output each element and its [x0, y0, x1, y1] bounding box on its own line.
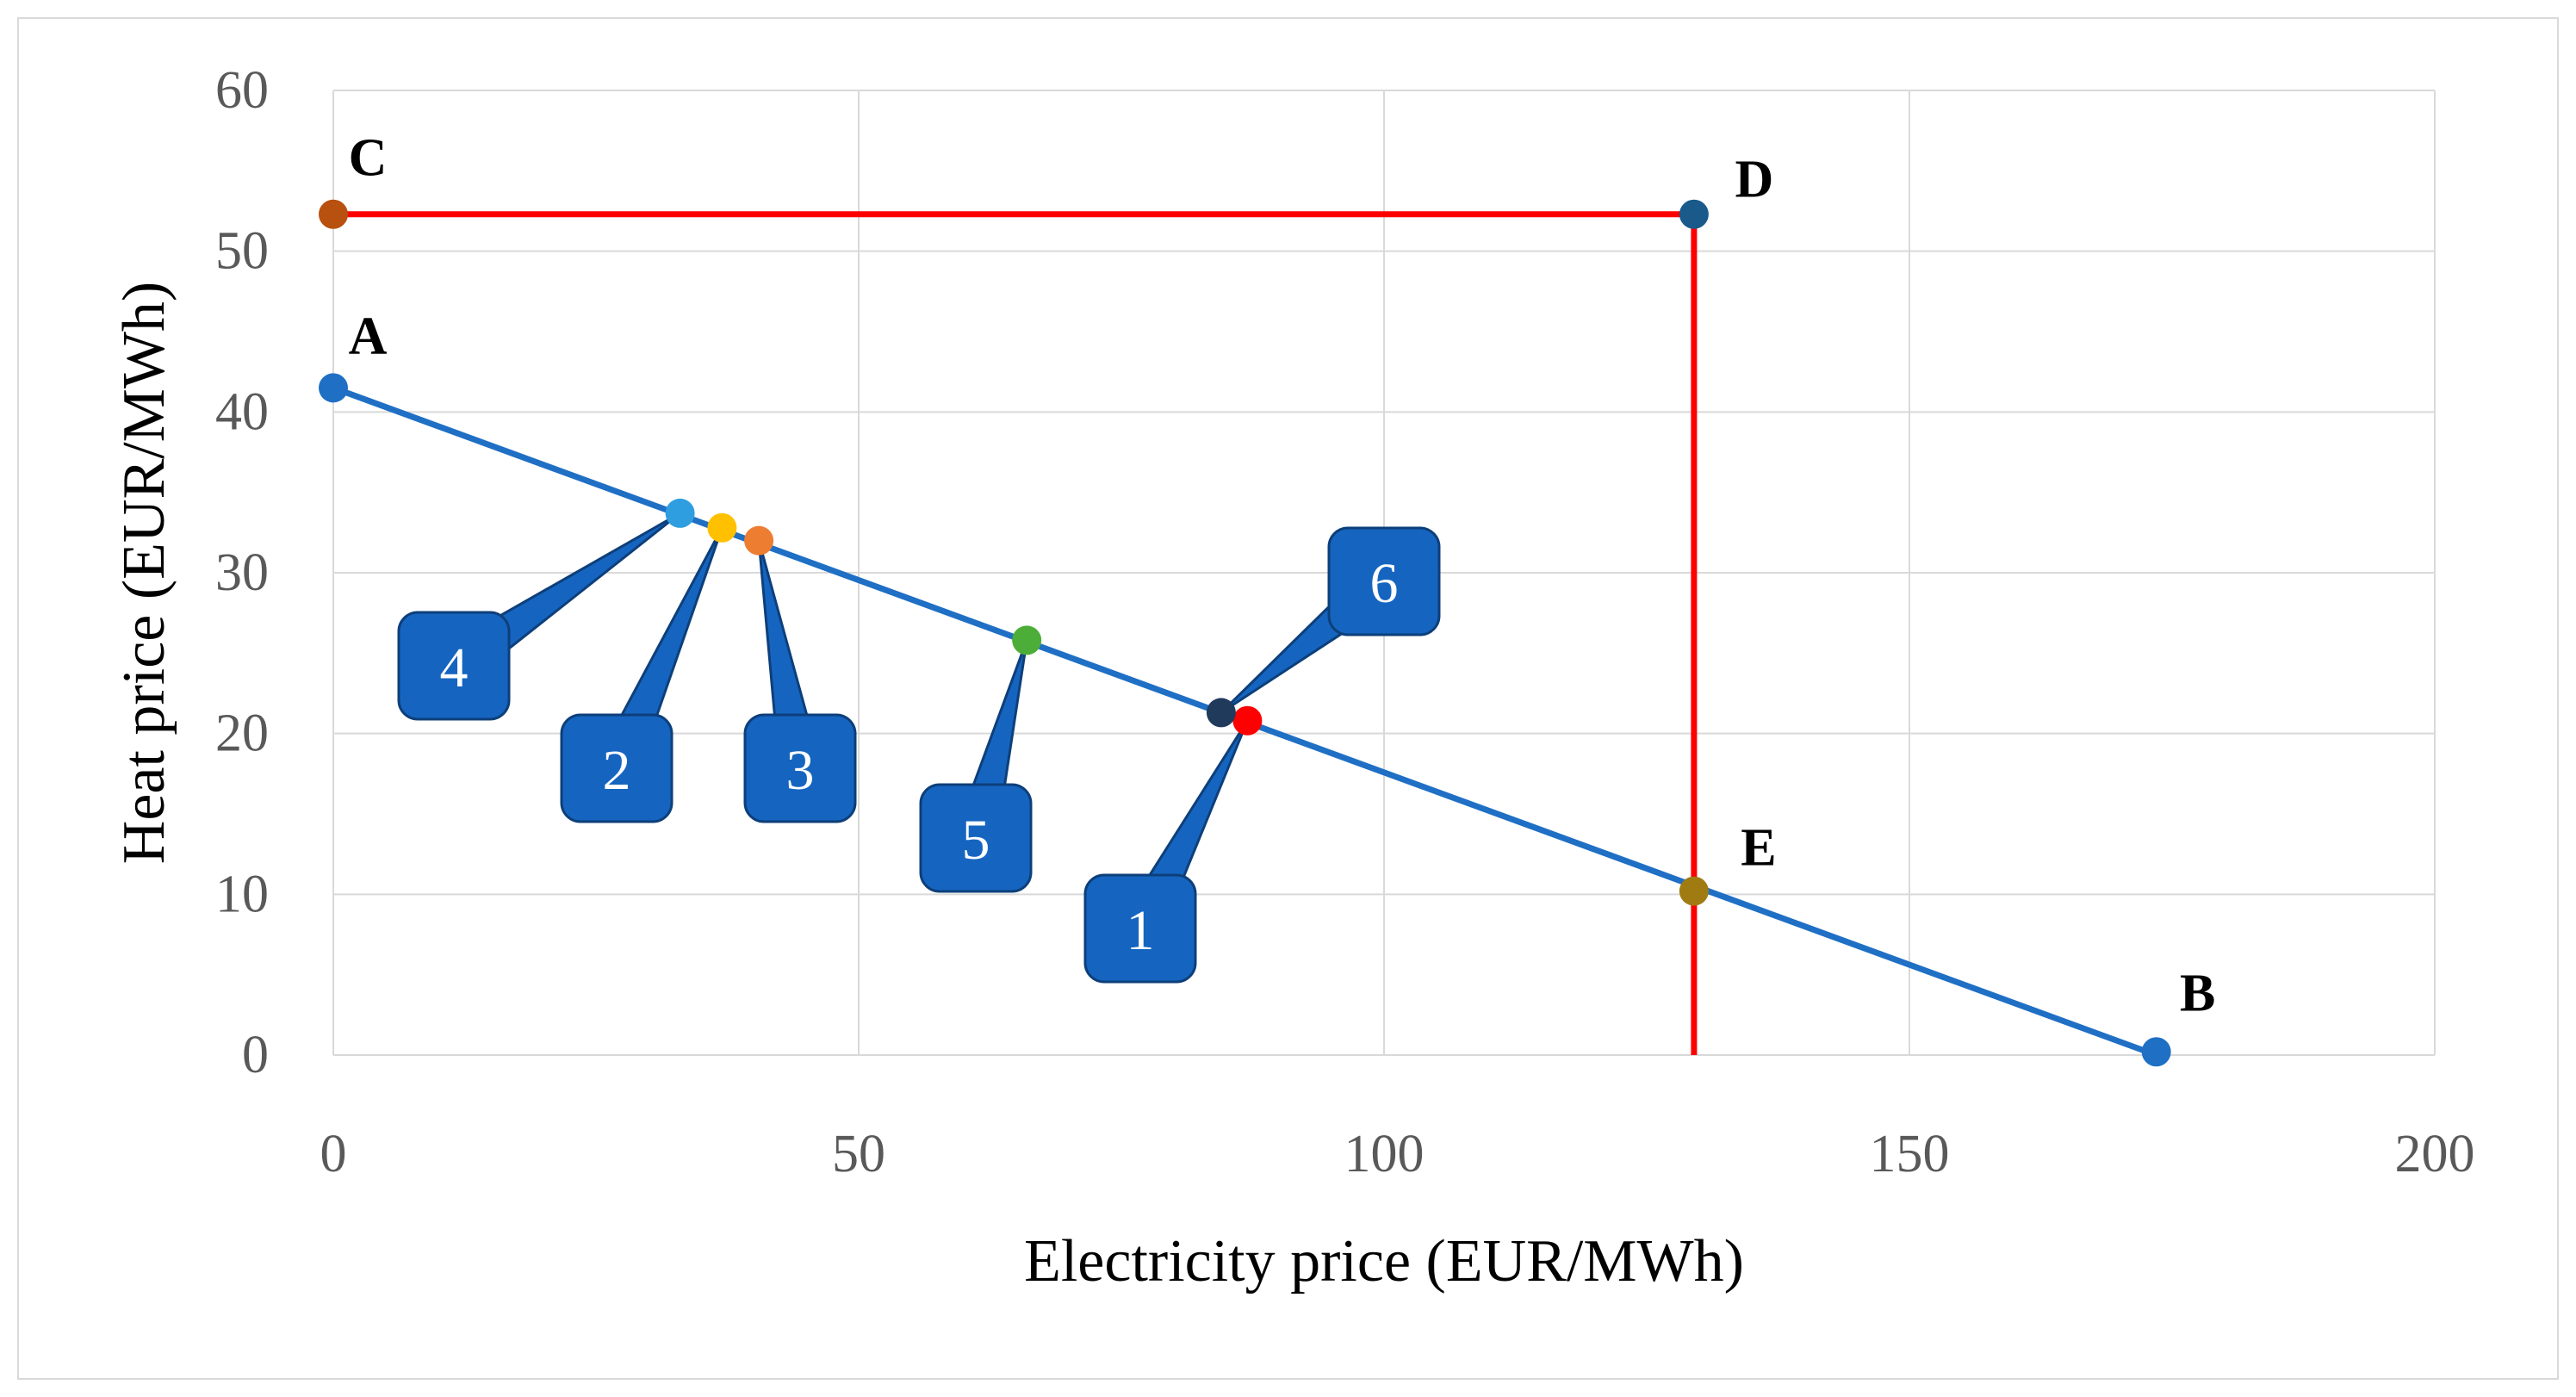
- y-tick-label: 60: [215, 61, 269, 120]
- callout-box-1: [1083, 873, 1197, 984]
- y-tick-label: 10: [215, 865, 269, 923]
- y-tick-label: 30: [215, 543, 269, 602]
- tick-labels: 0 10 20 30 40 50 60 0 50 100 150 200: [215, 61, 2475, 1183]
- point-label-B: B: [2180, 964, 2215, 1022]
- callout-box-4: [397, 611, 511, 721]
- callouts: 1 2 3 4 5 6: [397, 512, 1441, 984]
- y-tick-label: 40: [215, 382, 269, 441]
- point-B: [2141, 1037, 2171, 1067]
- x-tick-label: 100: [1344, 1125, 1425, 1183]
- point-labels: A B C D E: [349, 129, 2216, 1023]
- point-D: [1679, 199, 1709, 229]
- point-label-E: E: [1741, 819, 1776, 878]
- series-lines: [332, 211, 2157, 1059]
- x-tick-label: 50: [832, 1125, 885, 1183]
- point-A: [319, 373, 348, 403]
- point-6: [1206, 698, 1236, 728]
- callout-box-2: [560, 713, 673, 823]
- callout-box-6: [1327, 526, 1441, 636]
- callout-label-4: 4: [440, 636, 469, 699]
- point-label-A: A: [349, 307, 388, 365]
- point-3: [744, 525, 774, 556]
- point-1: [1232, 705, 1263, 736]
- callout-label-6: 6: [1370, 552, 1399, 615]
- point-E: [1679, 876, 1709, 906]
- x-tick-label: 200: [2395, 1125, 2475, 1183]
- x-axis-label: Electricity price (EUR/MWh): [1024, 1228, 1744, 1295]
- callout-label-2: 2: [603, 739, 631, 802]
- point-5: [1012, 625, 1042, 655]
- x-tick-label: 150: [1870, 1125, 1950, 1183]
- callout-box-5: [919, 783, 1033, 893]
- callout-label-3: 3: [786, 739, 815, 802]
- point-label-D: D: [1735, 151, 1774, 209]
- point-C: [319, 199, 348, 229]
- callout-label-1: 1: [1127, 899, 1155, 962]
- y-tick-label: 0: [242, 1026, 269, 1084]
- y-tick-label: 20: [215, 705, 269, 763]
- y-axis-label: Heat price (EUR/MWh): [111, 282, 177, 864]
- point-2: [707, 512, 737, 543]
- callout-box-3: [743, 713, 857, 823]
- point-4: [665, 498, 695, 528]
- x-tick-label: 0: [320, 1125, 347, 1183]
- callout-label-5: 5: [962, 809, 990, 872]
- data-points: [319, 199, 2171, 1067]
- point-label-C: C: [349, 129, 388, 188]
- y-tick-label: 50: [215, 222, 269, 281]
